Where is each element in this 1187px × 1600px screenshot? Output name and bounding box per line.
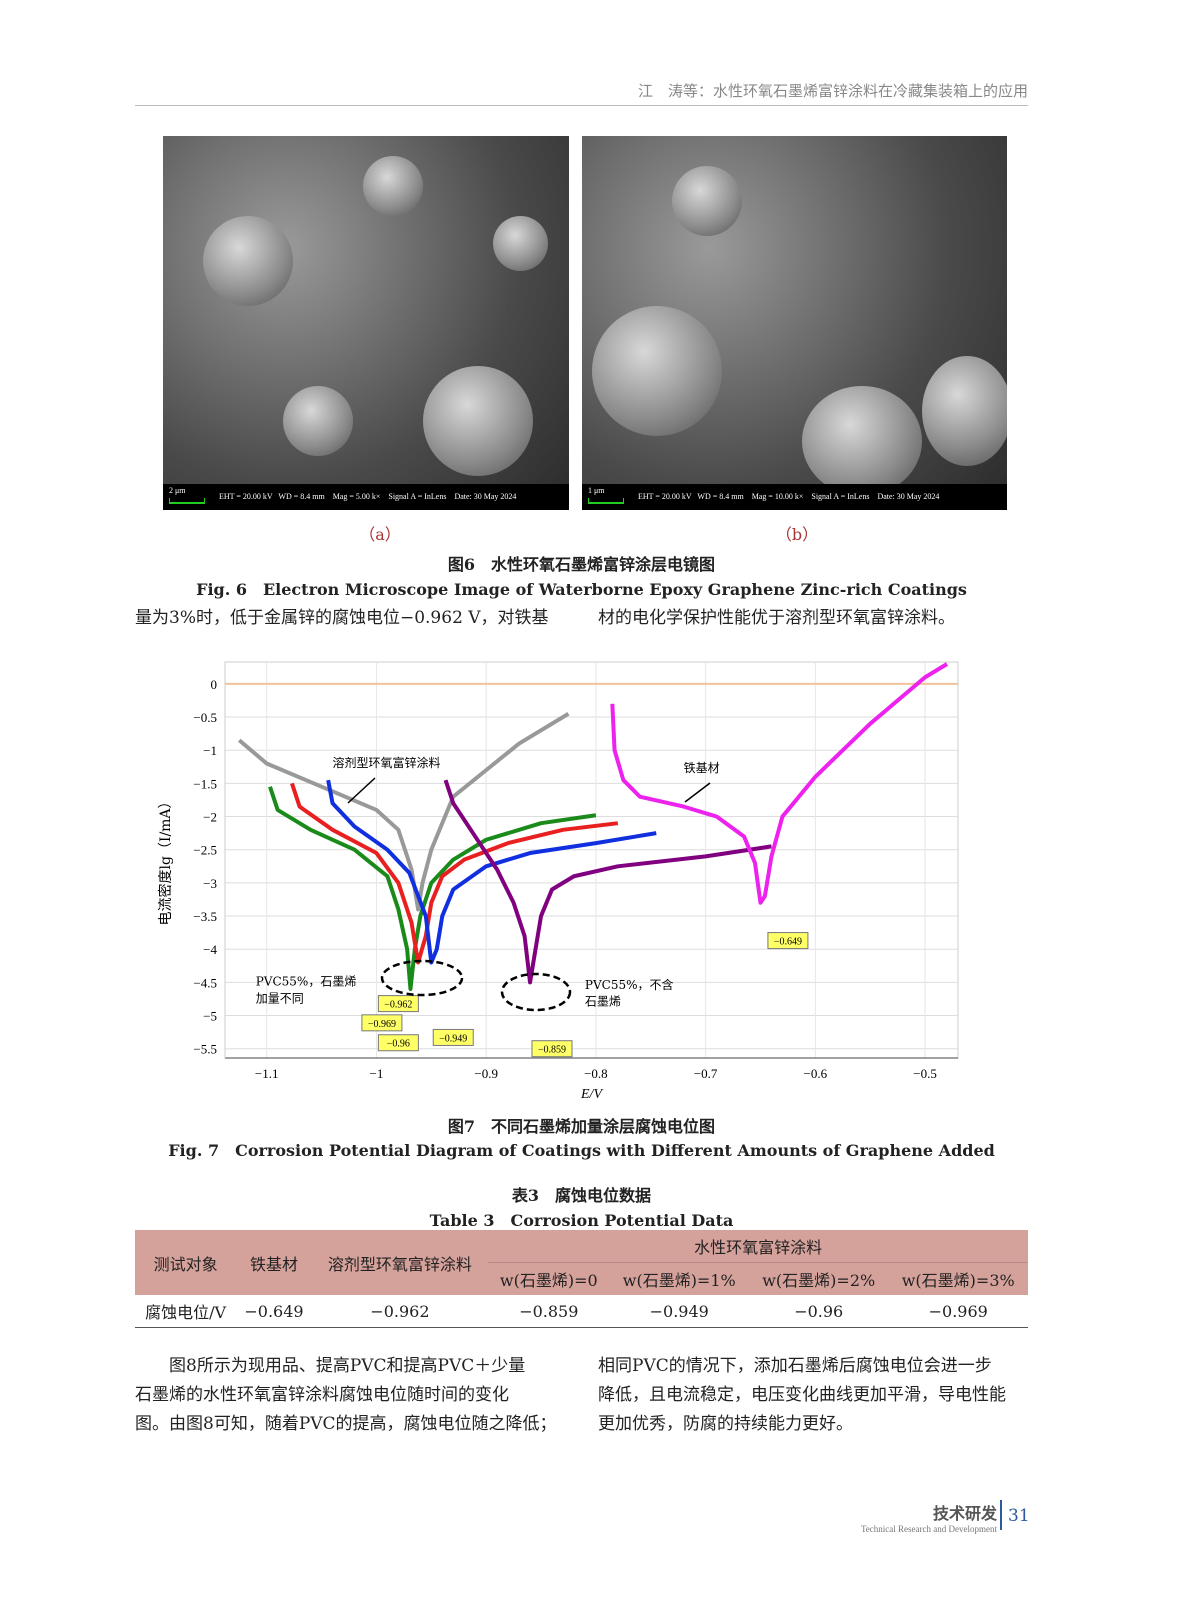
annotation: 加量不同 (256, 991, 304, 1005)
y-tick-label: −4.5 (193, 975, 217, 990)
fig7-caption-cn: 图7 不同石墨烯加量涂层腐蚀电位图 (447, 1117, 716, 1136)
sem-info: EHT = 20.00 kV WD = 8.4 mm Mag = 10.00 k… (638, 492, 940, 501)
running-header: 江 涛等：水性环氧石墨烯富锌涂料在冷藏集装箱上的应用 (135, 80, 1028, 106)
page-number: 31 (1008, 1506, 1030, 1526)
value-label-box (377, 1034, 419, 1052)
series-line (326, 779, 657, 965)
sublabel-a: （a） (359, 525, 401, 544)
table-cell: −0.969 (888, 1295, 1028, 1328)
value-label: −0.969 (368, 1019, 396, 1030)
sem-info: EHT = 20.00 kV WD = 8.4 mm Mag = 5.00 k×… (219, 492, 517, 501)
x-tick-label: −0.6 (804, 1066, 828, 1081)
paragraph-line: 降低，且电流稳定，电压变化曲线更加平滑，导电性能 (598, 1385, 1006, 1405)
x-tick-label: −1.1 (255, 1066, 279, 1081)
x-axis-label: E/V (580, 1087, 603, 1102)
fig6-caption-cn: 图6 水性环氧石墨烯富锌涂层电镜图 (447, 555, 716, 574)
y-axis-label: 电流密度lg（I/mA） (157, 794, 174, 925)
table-row: 腐蚀电位/V −0.649 −0.962 −0.859 −0.949 −0.96… (135, 1295, 1028, 1328)
paragraph-left: 量为3%时，低于金属锌的腐蚀电位−0.962 V，对铁基 (135, 608, 549, 628)
value-label: −0.949 (439, 1033, 467, 1044)
y-tick-label: −3.5 (193, 909, 217, 924)
value-label-box (377, 995, 419, 1013)
y-tick-label: −5.5 (193, 1042, 217, 1057)
arrow (684, 782, 711, 803)
series-line (443, 779, 772, 985)
header-cell: 溶剂型环氧富锌涂料 (311, 1230, 489, 1295)
header-cell: 测试对象 (135, 1230, 237, 1295)
y-tick-label: −1.5 (193, 776, 217, 791)
series-line (237, 712, 570, 912)
sublabel-b: （b） (775, 525, 819, 544)
corrosion-potential-chart: 0 −0.5 −1 −1.5 −2 −2.5 −3 −3.5 −4 −4.5 −5 −5.5 −1.1 −… (157, 661, 959, 1102)
paragraph-right: 材的电化学保护性能优于溶剂型环氧富锌涂料。 (598, 608, 955, 628)
highlight-ellipse (500, 972, 572, 1012)
table-cell: −0.859 (488, 1295, 610, 1328)
sem-image-a: 2 μm EHT = 20.00 kV WD = 8.4 mm Mag = 5.0… (163, 136, 569, 510)
arrow (347, 777, 376, 804)
scale-label: 2 μm (169, 486, 186, 495)
subheader-cell: w(石墨烯)=0 (488, 1262, 610, 1295)
y-tick-label: −4 (203, 942, 217, 957)
paragraph-line: 石墨烯的水性环氧富锌涂料腐蚀电位随时间的变化 (135, 1385, 509, 1405)
subheader-cell: w(石墨烯)=1% (609, 1262, 749, 1295)
y-tick-label: −2.5 (193, 843, 217, 858)
y-tick-label: −5 (203, 1009, 217, 1024)
value-label: −0.962 (384, 1000, 412, 1011)
series-line (610, 662, 949, 905)
value-label-box (432, 1028, 474, 1046)
table-cell: 腐蚀电位/V (135, 1295, 237, 1328)
annotation: 铁基材 (684, 761, 720, 775)
footer-section-en: Technical Research and Development (860, 1524, 997, 1534)
series-line (268, 786, 597, 992)
header-cell: 水性环氧富锌涂料 (488, 1230, 1028, 1263)
table-cell: −0.962 (311, 1295, 489, 1328)
scale-label: 1 μm (588, 486, 605, 495)
footer: 技术研发 Technical Research and Development (861, 1500, 997, 1534)
y-tick-label: −0.5 (193, 710, 217, 725)
table-cell: −0.949 (609, 1295, 749, 1328)
value-label-box (361, 1014, 403, 1032)
fig7-caption-en: Fig. 7 Corrosion Potential Diagram of Co… (168, 1141, 995, 1160)
annotation: 石墨烯 (585, 995, 621, 1009)
annotation: 溶剂型环氧富锌涂料 (333, 755, 441, 770)
fig6-caption-en: Fig. 6 Electron Microscope Image of Wate… (196, 580, 967, 599)
x-tick-label: −0.7 (694, 1066, 718, 1081)
table-cell: −0.96 (748, 1295, 889, 1328)
value-label: −0.649 (774, 937, 802, 948)
value-label: −0.859 (538, 1045, 566, 1056)
header-cell: 铁基材 (236, 1230, 312, 1295)
footer-section-cn: 技术研发 (932, 1504, 997, 1523)
x-tick-label: −0.9 (474, 1066, 498, 1081)
sem-image-b: 1 μm EHT = 20.00 kV WD = 8.4 mm Mag = 10.… (582, 136, 1007, 510)
x-tick-label: −0.8 (584, 1066, 608, 1081)
subheader-cell: w(石墨烯)=2% (748, 1262, 889, 1295)
annotation: PVC55%，石墨烯 (256, 975, 357, 989)
paragraph-line: 更加优秀，防腐的持续能力更好。 (598, 1414, 853, 1434)
y-tick-label: −1 (203, 743, 217, 758)
x-tick-label: −1 (370, 1066, 384, 1081)
plot-area (224, 661, 959, 1059)
highlight-ellipse (380, 959, 464, 997)
subheader-cell: w(石墨烯)=3% (888, 1262, 1028, 1295)
paragraph-line: 图。由图8可知，随着PVC的提高，腐蚀电位随之降低； (135, 1414, 557, 1434)
x-tick-label: −0.5 (913, 1066, 937, 1081)
table3-caption-cn: 表3 腐蚀电位数据 (511, 1186, 652, 1205)
table3-caption-en: Table 3 Corrosion Potential Data (429, 1211, 734, 1230)
value-label: −0.96 (387, 1039, 410, 1050)
value-label-box (767, 932, 809, 950)
value-label-box (531, 1040, 573, 1058)
paragraph-line: 图8所示为现用品、提高PVC和提高PVC＋少量 (135, 1356, 526, 1376)
table-cell: −0.649 (236, 1295, 312, 1328)
paragraph-line: 相同PVC的情况下，添加石墨烯后腐蚀电位会进一步 (598, 1356, 992, 1376)
series-line (290, 782, 619, 965)
annotation: PVC55%，不含 (585, 977, 674, 992)
y-tick-label: −3 (203, 876, 217, 891)
footer-divider (1000, 1500, 1002, 1530)
y-tick-label: −2 (203, 810, 217, 825)
corrosion-potential-table: 测试对象 铁基材 溶剂型环氧富锌涂料 水性环氧富锌涂料 w(石墨烯)=0 w(石… (135, 1230, 1028, 1328)
y-tick-label: 0 (211, 677, 218, 692)
